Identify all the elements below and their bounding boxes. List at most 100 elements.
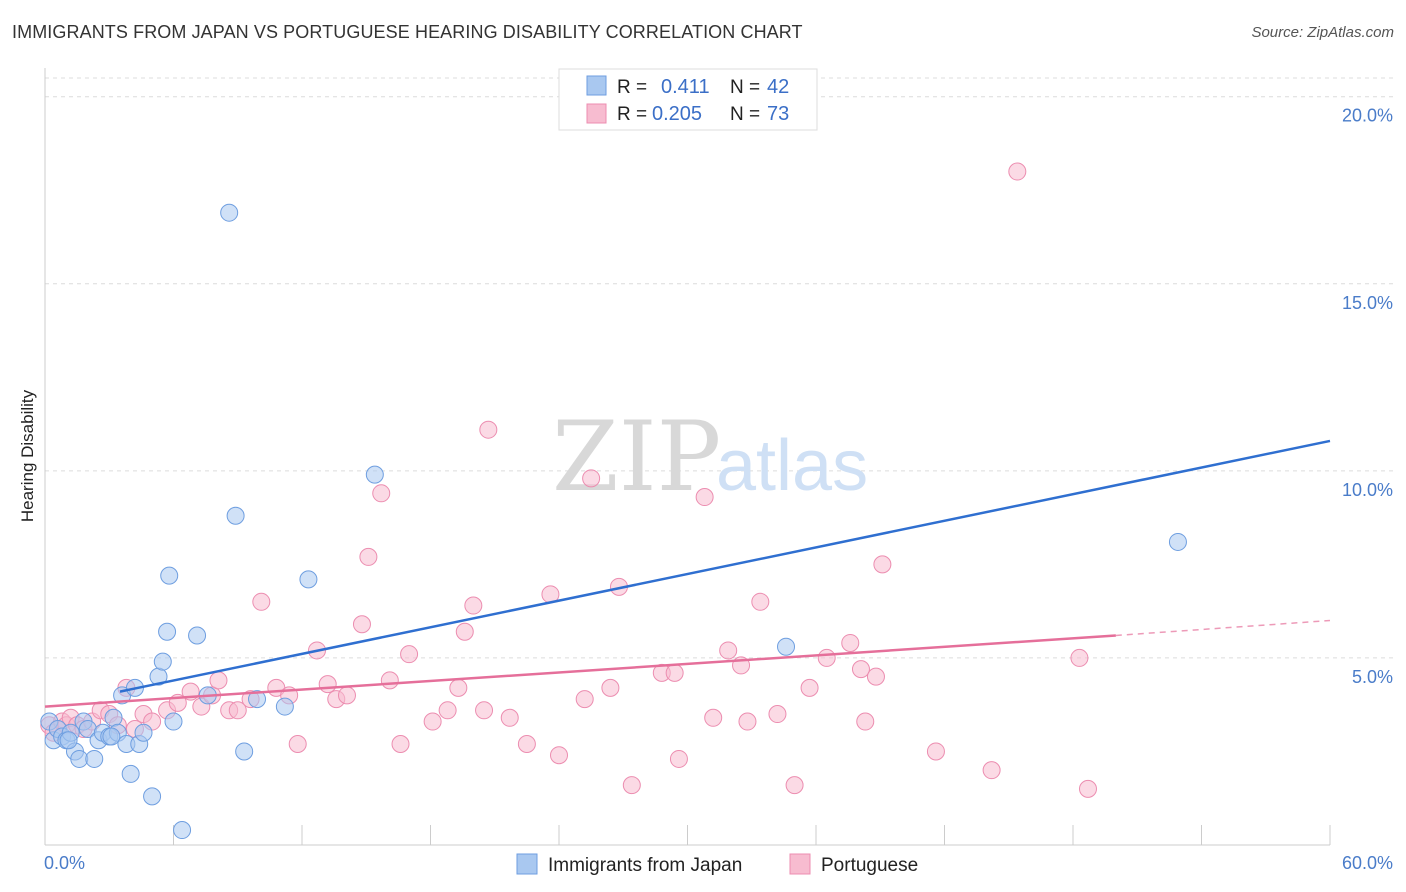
point-portuguese-40: [438, 701, 457, 720]
point-portuguese-43: [464, 596, 483, 615]
y-axis-label: Hearing Disability: [18, 389, 37, 522]
point-portuguese-37: [391, 734, 410, 753]
point-portuguese-38: [400, 645, 419, 664]
point-japan-28: [173, 821, 192, 840]
point-japan-27: [164, 712, 183, 731]
point-japan-31: [220, 203, 239, 222]
point-japan-7: [70, 749, 89, 768]
x-tick-label-min: 0.0%: [44, 853, 85, 873]
point-portuguese-52: [601, 678, 620, 697]
point-japan-25: [158, 622, 177, 641]
legend-n-label-japan: N =: [730, 77, 760, 98]
legend-r-value-portuguese: 0.205: [652, 103, 702, 125]
series-legend-label-portuguese: Portuguese: [821, 855, 918, 876]
point-japan-29: [188, 626, 207, 645]
point-portuguese-74: [1008, 162, 1027, 181]
point-portuguese-60: [719, 641, 738, 660]
point-portuguese-21: [209, 671, 228, 690]
legend-n-label-portuguese: N =: [730, 104, 760, 125]
point-japan-36: [299, 570, 318, 589]
chart-title: IMMIGRANTS FROM JAPAN VS PORTUGUESE HEAR…: [12, 22, 803, 42]
point-japan-38: [777, 637, 796, 656]
point-portuguese-76: [1070, 648, 1089, 667]
point-portuguese-42: [455, 622, 474, 641]
point-portuguese-49: [550, 746, 568, 765]
series-legend: Immigrants from Japan Portuguese: [516, 853, 918, 876]
watermark-atlas: atlas: [716, 426, 868, 506]
point-portuguese-54: [622, 776, 641, 795]
point-japan-10: [85, 749, 104, 768]
point-japan-14: [104, 708, 123, 727]
y-tick-label-3: 20.0%: [1342, 106, 1393, 126]
point-portuguese-35: [372, 484, 391, 503]
legend-n-value-portuguese: 73: [767, 103, 789, 125]
y-tick-label-0: 5.0%: [1352, 667, 1393, 687]
point-portuguese-75: [982, 761, 1001, 780]
point-portuguese-57: [669, 749, 688, 768]
point-portuguese-59: [704, 708, 723, 727]
point-portuguese-62: [738, 712, 757, 731]
x-tick-label-max: 60.0%: [1342, 853, 1393, 873]
point-portuguese-73: [926, 742, 945, 761]
x-tick-labels: 0.0% 60.0%: [44, 853, 1393, 873]
point-portuguese-41: [449, 678, 468, 697]
trend-line-dashed-portuguese: [1115, 619, 1331, 637]
legend-r-value-japan: 0.411: [661, 76, 710, 98]
point-portuguese-50: [575, 690, 594, 709]
grid-lines: [45, 77, 1395, 659]
point-portuguese-45: [479, 420, 498, 439]
trend-line-japan: [119, 439, 1331, 693]
point-portuguese-68: [841, 633, 860, 652]
point-portuguese-64: [768, 705, 787, 724]
point-portuguese-71: [866, 667, 885, 686]
point-portuguese-36: [380, 671, 399, 690]
point-portuguese-72: [873, 555, 892, 574]
point-portuguese-70: [856, 712, 875, 731]
series-legend-swatch-portuguese: [789, 853, 811, 875]
legend-r-label-japan: R =: [617, 77, 647, 98]
point-japan-39: [1168, 532, 1187, 551]
series-legend-swatch-japan: [516, 853, 538, 875]
point-japan-35: [275, 697, 294, 716]
point-portuguese-58: [695, 488, 714, 507]
point-japan-33: [235, 742, 254, 761]
point-japan-18: [121, 764, 140, 783]
point-portuguese-23: [228, 701, 247, 720]
legend-r-label-portuguese: R =: [617, 104, 647, 125]
point-portuguese-51: [582, 469, 601, 488]
point-japan-41: [102, 727, 121, 746]
point-portuguese-67: [817, 648, 836, 667]
point-portuguese-32: [337, 686, 356, 705]
trend-lines: [44, 439, 1331, 708]
point-japan-22: [143, 787, 162, 806]
point-portuguese-77: [1078, 779, 1097, 798]
point-japan-26: [160, 566, 179, 585]
point-portuguese-47: [517, 734, 536, 753]
point-portuguese-46: [500, 708, 519, 727]
trend-line-portuguese: [44, 634, 1116, 708]
point-portuguese-44: [475, 701, 494, 720]
point-japan-21: [134, 723, 153, 742]
watermark: ZIP atlas: [552, 401, 868, 513]
chart-source: Source: ZipAtlas.com: [1251, 24, 1394, 41]
point-portuguese-66: [800, 678, 819, 697]
point-portuguese-25: [252, 592, 271, 611]
point-japan-32: [226, 506, 245, 525]
correlation-legend: R = 0.411 N = 42 R = 0.205 N = 73: [558, 68, 818, 131]
y-tick-labels: 5.0% 10.0% 15.0% 20.0%: [1342, 106, 1393, 687]
legend-swatch-portuguese: [586, 103, 607, 124]
point-japan-40: [59, 731, 78, 750]
series-legend-label-japan: Immigrants from Japan: [548, 855, 742, 876]
watermark-zip: ZIP: [552, 401, 721, 513]
point-japan-24: [153, 652, 172, 671]
y-tick-label-1: 10.0%: [1342, 480, 1393, 500]
point-portuguese-65: [785, 776, 804, 795]
point-portuguese-34: [359, 547, 378, 566]
y-tick-label-2: 15.0%: [1342, 293, 1393, 313]
point-portuguese-56: [665, 663, 684, 682]
point-portuguese-69: [851, 660, 870, 679]
point-portuguese-28: [288, 734, 307, 753]
point-portuguese-39: [423, 712, 442, 731]
legend-n-value-japan: 42: [767, 76, 789, 98]
